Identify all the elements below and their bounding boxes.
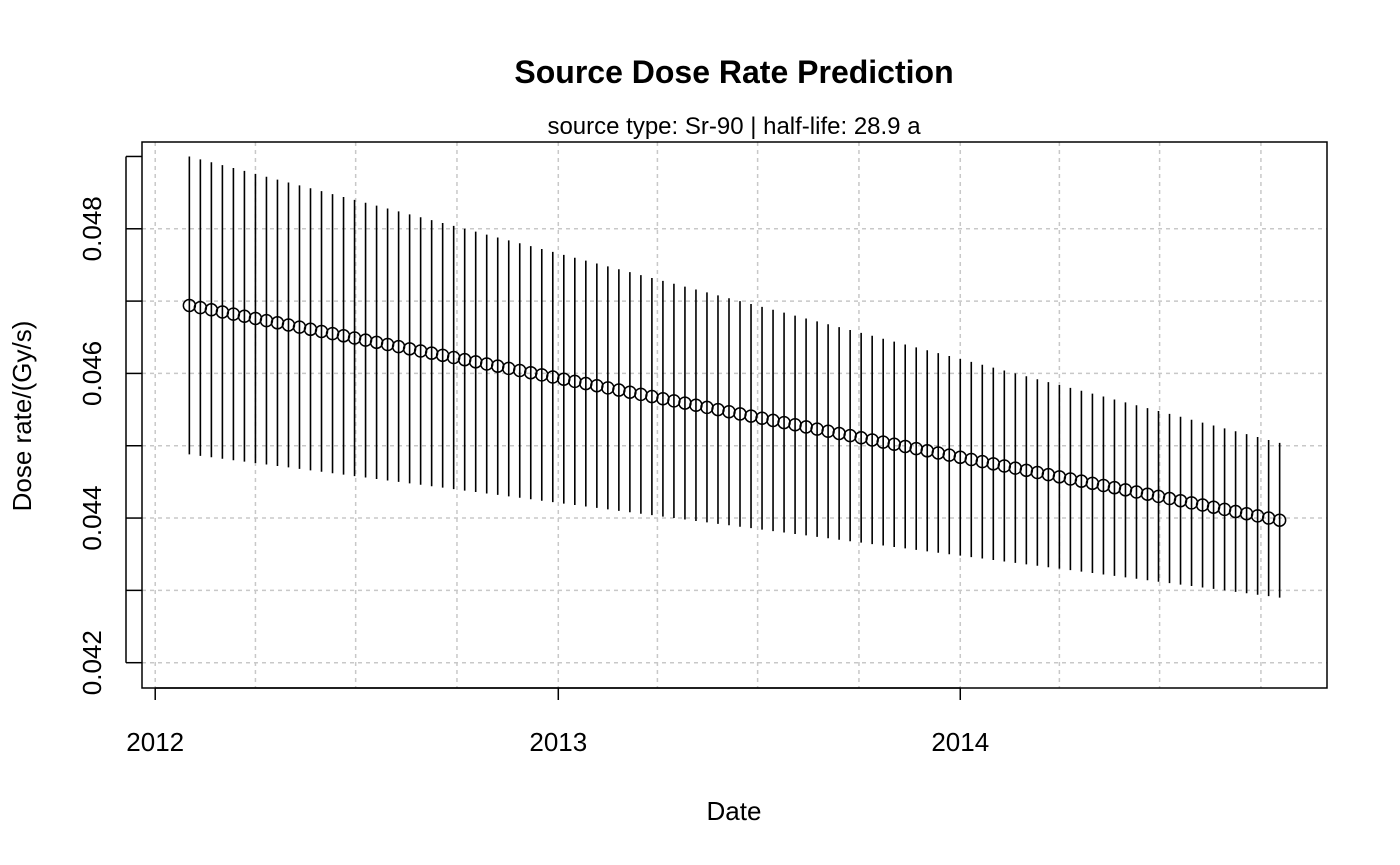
x-tick-label: 2014 [931,727,989,757]
x-axis-label: Date [707,796,762,826]
error-bars [188,156,1281,598]
plot-frame [141,141,1328,689]
y-tick-label: 0.042 [77,630,107,695]
chart-subtitle: source type: Sr-90 | half-life: 28.9 a [547,113,921,140]
y-axis: 0.042 0.044 0.046 0.048 [77,155,142,695]
x-axis: 2012 2013 2014 [126,687,989,757]
x-tick-label: 2012 [126,727,184,757]
y-tick-label: 0.046 [77,341,107,406]
data-points [182,298,1287,527]
y-tick-label: 0.048 [77,196,107,261]
y-axis-label: Dose rate/(Gy/s) [7,321,37,512]
x-tick-label: 2013 [529,727,587,757]
chart-title: Source Dose Rate Prediction [514,54,953,90]
data-point [1272,513,1287,527]
y-tick-label: 0.044 [77,486,107,551]
